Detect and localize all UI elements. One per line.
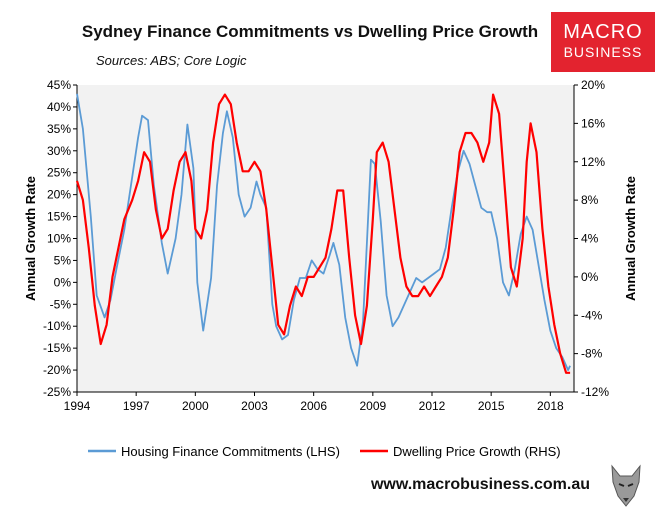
x-tick-label: 1994 bbox=[64, 399, 91, 413]
chart-title: Sydney Finance Commitments vs Dwelling P… bbox=[81, 22, 539, 41]
right-tick-label: -4% bbox=[581, 308, 603, 322]
left-tick-label: 10% bbox=[47, 232, 71, 246]
left-axis-title: Annual Growth Rate bbox=[23, 176, 38, 301]
wolf-icon bbox=[611, 464, 641, 507]
right-axis-title: Annual Growth Rate bbox=[623, 176, 638, 301]
left-tick-label: 40% bbox=[47, 100, 71, 114]
left-tick-label: -20% bbox=[43, 363, 71, 377]
right-tick-label: 8% bbox=[581, 193, 599, 207]
x-tick-label: 2018 bbox=[537, 399, 564, 413]
left-tick-label: 0% bbox=[54, 275, 72, 289]
right-tick-label: -12% bbox=[581, 385, 609, 399]
logo-line-1: MACRO bbox=[563, 21, 643, 43]
x-tick-label: 2003 bbox=[241, 399, 268, 413]
right-tick-label: 16% bbox=[581, 116, 605, 130]
x-tick-label: 2000 bbox=[182, 399, 209, 413]
plot-area bbox=[77, 85, 574, 392]
x-tick-label: 2009 bbox=[359, 399, 386, 413]
right-tick-label: 20% bbox=[581, 78, 605, 92]
footer-url[interactable]: www.macrobusiness.com.au bbox=[370, 476, 590, 493]
right-tick-label: 0% bbox=[581, 270, 599, 284]
left-tick-label: 15% bbox=[47, 210, 71, 224]
chart-sources: Sources: ABS; Core Logic bbox=[96, 53, 247, 68]
right-tick-label: 4% bbox=[581, 232, 599, 246]
series-line-lhs bbox=[76, 93, 571, 372]
left-tick-label: -25% bbox=[43, 385, 71, 399]
left-tick-label: -15% bbox=[43, 341, 71, 355]
right-tick-label: 12% bbox=[581, 155, 605, 169]
left-tick-label: 35% bbox=[47, 122, 71, 136]
x-tick-label: 2012 bbox=[419, 399, 446, 413]
left-tick-label: -10% bbox=[43, 319, 71, 333]
logo-line-2: BUSINESS bbox=[563, 44, 643, 60]
left-tick-label: 45% bbox=[47, 78, 71, 92]
legend-label: Housing Finance Commitments (LHS) bbox=[121, 444, 340, 459]
macrobusiness-logo: MACRO BUSINESS bbox=[551, 12, 655, 72]
left-tick-label: 5% bbox=[54, 253, 72, 267]
legend-label: Dwelling Price Growth (RHS) bbox=[393, 444, 561, 459]
left-tick-label: -5% bbox=[50, 297, 72, 311]
right-tick-label: -8% bbox=[581, 347, 603, 361]
left-tick-label: 25% bbox=[47, 166, 71, 180]
x-tick-label: 1997 bbox=[123, 399, 150, 413]
left-tick-label: 30% bbox=[47, 144, 71, 158]
x-tick-label: 2015 bbox=[478, 399, 505, 413]
series-line-rhs bbox=[75, 93, 571, 374]
left-tick-label: 20% bbox=[47, 188, 71, 202]
x-tick-label: 2006 bbox=[300, 399, 327, 413]
